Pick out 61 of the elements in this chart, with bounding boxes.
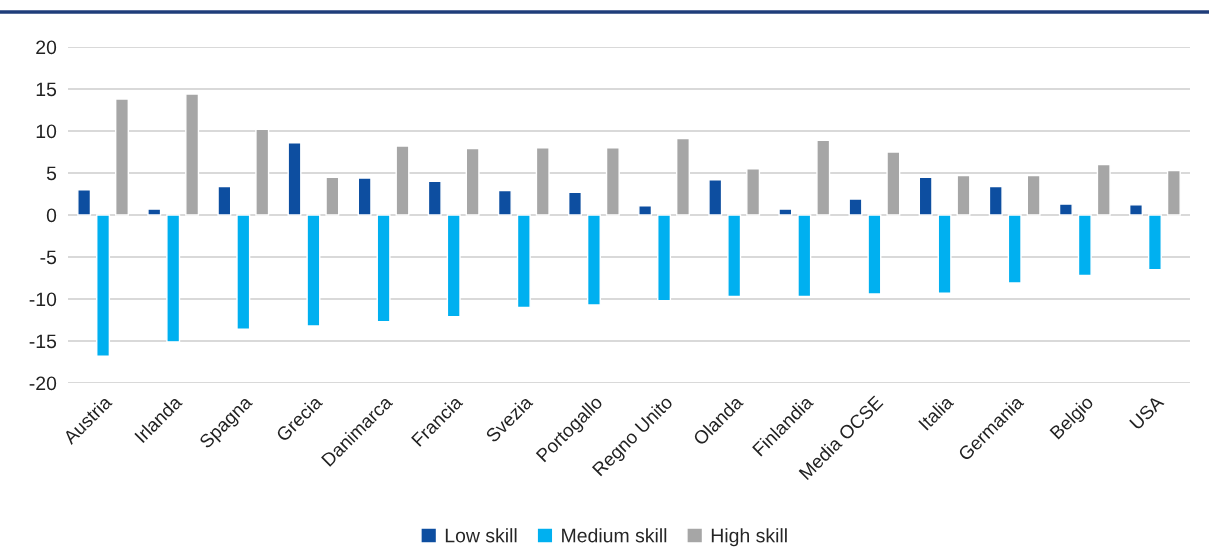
bar [937,214,952,294]
legend-label: Medium skill [562,528,667,543]
legend-label: High skill [711,528,787,547]
y-tick-label: -20 [29,376,57,391]
bar [96,214,111,357]
bar [988,185,1003,216]
bar [395,145,410,216]
bar [255,128,270,216]
bar [746,168,761,216]
bar [1128,204,1144,216]
bar [287,142,302,216]
bar [867,214,882,295]
y-tick-label: 5 [46,166,57,181]
x-tick-label: USA [1129,394,1165,431]
bar [638,205,653,216]
bar [516,214,531,309]
bar [147,208,162,216]
bar [1026,174,1041,216]
bar [708,179,723,216]
bar [1147,214,1162,271]
y-tick-label: -10 [29,292,57,307]
bar [605,147,620,216]
bar [427,180,442,216]
y-tick-label: 15 [36,82,57,97]
bar [357,177,372,216]
bar [325,176,340,216]
bar [657,214,672,302]
legend-label: Low skill [445,528,517,543]
bar [567,191,583,216]
bar [497,189,512,216]
bar [778,208,793,216]
bar [465,147,480,216]
y-tick-label: -5 [40,250,57,265]
y-tick-label: -15 [29,334,57,349]
bar [586,214,601,306]
bar [535,147,550,216]
y-tick-label: 0 [46,208,57,223]
bar [1077,214,1092,277]
bar [956,174,971,216]
bar [185,93,200,216]
bar [166,214,181,343]
bar [77,189,92,216]
bar [376,214,391,323]
y-tick-label: 10 [36,124,57,139]
bar [918,176,933,216]
bar [217,185,232,216]
bar [446,214,461,318]
bar [1007,214,1022,284]
bar [1166,169,1181,216]
bar [1096,163,1111,216]
bar [848,198,863,216]
bar [114,98,130,216]
bar [727,214,742,298]
bar [797,214,812,298]
bar [236,214,251,330]
y-tick-label: 20 [36,40,57,55]
bar [306,214,321,327]
bar [816,139,831,216]
bar [886,151,901,216]
bar [675,137,691,216]
bar [1058,203,1073,216]
